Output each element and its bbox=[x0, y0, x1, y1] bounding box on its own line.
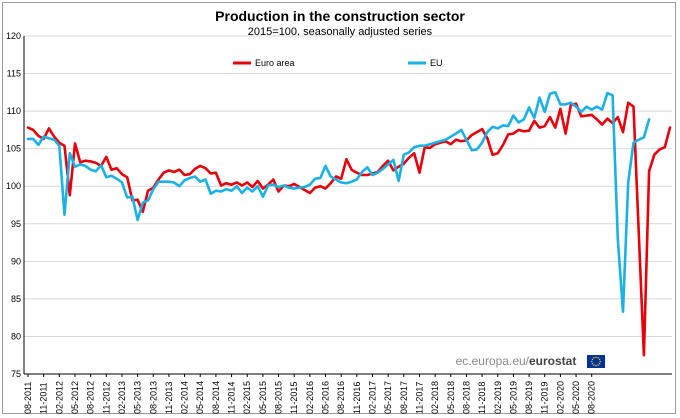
series-line-euro-area bbox=[26, 101, 672, 357]
y-tick-label: 100 bbox=[6, 181, 21, 191]
eu-flag-star bbox=[593, 357, 595, 359]
y-tick-label: 75 bbox=[11, 369, 21, 379]
y-tick-label: 95 bbox=[11, 219, 21, 229]
x-tick-label: 08-2011 bbox=[23, 382, 33, 414]
chart-subtitle: 2015=100, seasonally adjusted series bbox=[247, 26, 433, 38]
grid-lines bbox=[24, 35, 672, 337]
eu-flag-star bbox=[597, 357, 599, 359]
x-tick-label: 08-2017 bbox=[399, 381, 409, 414]
eu-flag-star bbox=[591, 362, 594, 365]
x-tick-label: 05-2014 bbox=[195, 381, 205, 414]
x-tick-label: 11-2016 bbox=[352, 382, 362, 414]
y-tick-label: 85 bbox=[11, 294, 21, 304]
eu-flag-star bbox=[595, 356, 597, 358]
chart-title: Production in the construction sector bbox=[215, 8, 465, 24]
x-tick-label: 02-2015 bbox=[242, 381, 252, 414]
chart-frame bbox=[2, 2, 676, 414]
x-tick-label: 08-2020 bbox=[587, 381, 597, 414]
x-tick-label: 08-2013 bbox=[148, 381, 158, 414]
eu-flag-star bbox=[598, 358, 601, 361]
series-layer bbox=[26, 91, 672, 357]
source-brand: eurostat bbox=[529, 354, 576, 368]
x-axis: 08-2011 11-2011 02-2012 05-2012 08-2012 11-20… bbox=[23, 373, 672, 414]
x-tick-label: 11-2018 bbox=[477, 382, 487, 414]
eu-flag-star bbox=[591, 360, 593, 363]
eu-flag-star bbox=[599, 360, 601, 363]
y-tick-label: 90 bbox=[11, 256, 21, 266]
x-tick-label: 02-2020 bbox=[555, 381, 565, 414]
x-tick-label: 08-2012 bbox=[86, 381, 96, 414]
x-tick-label: 05-2012 bbox=[70, 381, 80, 414]
eu-flag-background bbox=[587, 355, 605, 368]
legend: Euro area EU bbox=[233, 58, 443, 68]
x-tick-label: 05-2016 bbox=[321, 381, 331, 414]
eu-flag-icon bbox=[587, 355, 605, 368]
y-tick-label: 80 bbox=[11, 331, 21, 341]
y-tick-label: 105 bbox=[6, 144, 21, 154]
x-tick-label: 05-2017 bbox=[383, 381, 393, 414]
y-tick-label: 120 bbox=[6, 31, 21, 41]
eu-flag-star bbox=[598, 362, 601, 365]
series-line-eu bbox=[26, 91, 651, 314]
x-tick-label: 02-2016 bbox=[305, 381, 315, 414]
legend-label-euro-area: Euro area bbox=[255, 58, 295, 68]
x-tick-label: 11-2017 bbox=[414, 382, 424, 414]
legend-label-eu: EU bbox=[430, 58, 443, 68]
y-axis: 75 80 85 90 95 100 105 110 115 120 bbox=[6, 31, 25, 379]
x-tick-label: 02-2012 bbox=[54, 381, 64, 414]
x-tick-label: 02-2013 bbox=[117, 381, 127, 414]
x-tick-label: 05-2020 bbox=[571, 381, 581, 414]
eu-flag-star bbox=[595, 365, 597, 367]
y-tick-label: 115 bbox=[7, 69, 21, 79]
x-tick-label: 11-2013 bbox=[164, 382, 174, 414]
x-tick-label: 08-2018 bbox=[461, 381, 471, 414]
x-tick-label: 11-2015 bbox=[289, 382, 299, 414]
y-tick-label: 110 bbox=[7, 106, 21, 116]
x-tick-label: 08-2014 bbox=[211, 381, 221, 414]
x-tick-label: 05-2013 bbox=[133, 381, 143, 414]
x-tick-label: 08-2015 bbox=[274, 381, 284, 414]
eu-flag-star bbox=[593, 364, 595, 366]
x-tick-label: 02-2014 bbox=[180, 381, 190, 414]
source-url-prefix: ec.europa.eu/ bbox=[456, 354, 530, 368]
x-tick-label: 02-2019 bbox=[493, 381, 503, 414]
x-tick-label: 02-2017 bbox=[367, 381, 377, 414]
x-tick-label: 02-2018 bbox=[430, 381, 440, 414]
x-tick-label: 05-2019 bbox=[508, 381, 518, 414]
x-tick-label: 11-2019 bbox=[540, 382, 550, 414]
x-tick-label: 11-2011 bbox=[39, 382, 49, 414]
eurostat-logo: ec.europa.eu/ eurostat bbox=[456, 354, 605, 368]
x-tick-label: 05-2018 bbox=[446, 381, 456, 414]
x-tick-label: 11-2012 bbox=[101, 382, 111, 414]
x-tick-label: 08-2016 bbox=[336, 381, 346, 414]
eu-flag-star bbox=[591, 358, 594, 361]
x-tick-label: 05-2015 bbox=[258, 381, 268, 414]
x-tick-label: 11-2014 bbox=[227, 382, 237, 414]
x-tick-label: 08-2019 bbox=[524, 381, 534, 414]
eu-flag-star bbox=[597, 364, 599, 366]
